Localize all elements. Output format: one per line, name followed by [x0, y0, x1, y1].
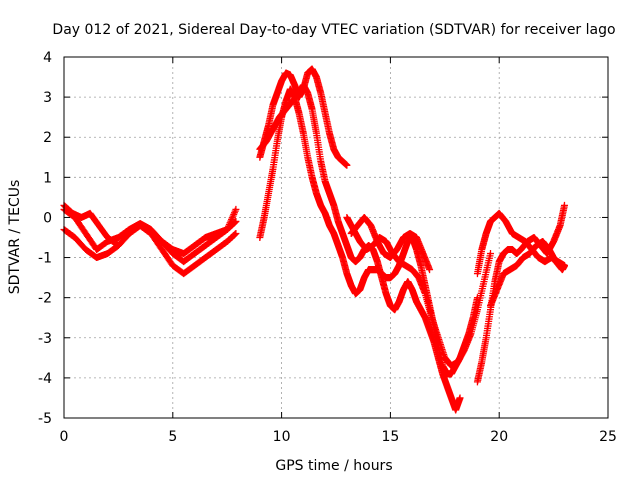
marker-layer: [60, 65, 568, 414]
data-point-marker: [486, 250, 494, 258]
series-satellite-track-11: [486, 238, 568, 310]
data-point-marker: [232, 229, 240, 237]
y-tick-label: -3: [38, 331, 52, 347]
y-tick-label: -1: [38, 251, 52, 267]
plot-frame: [63, 56, 609, 419]
x-tick-label: 10: [273, 429, 291, 445]
data-point-marker: [224, 224, 232, 232]
data-point-marker: [230, 209, 238, 217]
data-point-marker: [426, 266, 434, 274]
data-point-marker: [230, 210, 238, 218]
y-axis-label: SDTVAR / TECUs: [7, 180, 23, 295]
data-point-marker: [230, 231, 238, 239]
y-tick-label: 0: [43, 210, 52, 226]
data-point-marker: [228, 214, 236, 222]
data-point-marker: [232, 205, 240, 213]
data-point-marker: [226, 219, 234, 227]
series-satellite-track-3: [60, 201, 240, 258]
data-point-marker: [231, 230, 239, 238]
y-tick-label: 3: [43, 90, 52, 106]
chart-title: Day 012 of 2021, Sidereal Day-to-day VTE…: [52, 22, 615, 38]
data-point-marker: [343, 161, 351, 169]
data-point-marker: [231, 218, 239, 226]
x-tick-label: 20: [490, 429, 508, 445]
y-tick-label: 4: [43, 50, 52, 66]
y-tick-label: -2: [38, 291, 52, 307]
data-point-marker: [231, 207, 239, 215]
x-tick-label: 25: [599, 429, 617, 445]
data-point-marker: [229, 212, 237, 220]
x-axis-label: GPS time / hours: [275, 458, 392, 474]
data-point-marker: [223, 225, 231, 233]
y-tick-label: 2: [43, 130, 52, 146]
data-point-marker: [225, 220, 233, 228]
series-satellite-track-8: [347, 213, 434, 274]
data-point-marker: [560, 262, 568, 270]
x-tick-label: 0: [60, 429, 69, 445]
y-tick-label: 1: [43, 170, 52, 186]
data-point-marker: [456, 394, 464, 402]
x-tick-label: 15: [381, 429, 399, 445]
x-tick-label: 5: [168, 429, 177, 445]
y-tick-label: -4: [38, 371, 52, 387]
y-tick-label: -5: [38, 411, 52, 427]
data-point-marker: [228, 215, 236, 223]
data-point-marker: [560, 201, 568, 209]
data-point-marker: [225, 222, 233, 230]
axis-layer: 0 5 10 15 20 25 -5 -4 -3 -2 -1 0 1 2 3 4: [38, 50, 617, 445]
data-point-marker: [227, 217, 235, 225]
